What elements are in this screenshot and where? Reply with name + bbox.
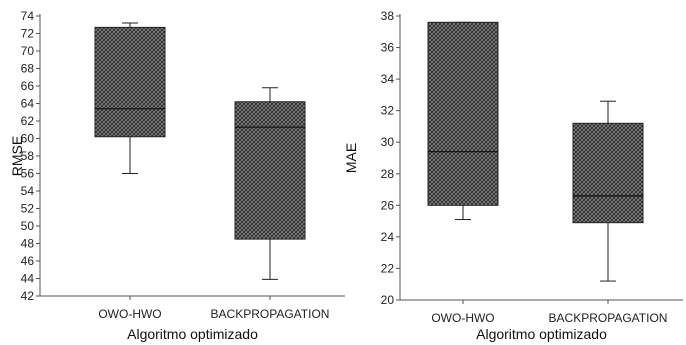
rmse-y-tick-label: 42 [21,289,35,303]
mae-y-tick-label: 24 [381,230,395,244]
rmse-y-tick-label: 46 [21,254,35,268]
rmse-category-label: BACKPROPAGATION [211,307,330,321]
rmse-y-tick-label: 50 [21,219,35,233]
mae-box [427,21,499,206]
rmse-box [234,101,306,240]
rmse-y-tick-label: 74 [21,9,35,23]
rmse-box [94,26,166,138]
mae-box [572,122,644,224]
mae-y-tick-label: 38 [381,9,395,23]
rmse-y-tick-label: 68 [21,62,35,76]
mae-x-axis-label: Algoritmo optimizado [476,326,607,342]
mae-y-tick-label: 34 [381,72,395,86]
mae-y-tick-label: 20 [381,293,395,307]
rmse-y-tick-label: 72 [21,27,35,41]
rmse-y-tick-label: 60 [21,132,35,146]
rmse-x-axis-label: Algoritmo optimizado [127,326,258,342]
rmse-y-tick-label: 52 [21,202,35,216]
mae-y-tick-label: 32 [381,104,395,118]
rmse-y-tick-label: 56 [21,167,35,181]
rmse-category-label: OWO-HWO [98,307,161,321]
mae-y-tick-label: 30 [381,135,395,149]
mae-y-axis-label: MAE [343,143,359,173]
rmse-y-tick-label: 62 [21,114,35,128]
rmse-y-tick-label: 54 [21,184,35,198]
rmse-y-tick-label: 66 [21,79,35,93]
rmse-y-tick-label: 70 [21,44,35,58]
rmse-y-tick-label: 48 [21,237,35,251]
mae-y-tick-label: 36 [381,41,395,55]
mae-y-tick-label: 22 [381,261,395,275]
mae-y-tick-label: 26 [381,198,395,212]
rmse-y-tick-label: 58 [21,149,35,163]
rmse-y-axis-label: RMSE [9,136,25,176]
mae-y-tick-label: 28 [381,167,395,181]
rmse-y-tick-label: 64 [21,97,35,111]
mae-category-label: BACKPROPAGATION [549,311,668,325]
rmse-y-tick-label: 44 [21,272,35,286]
mae-category-label: OWO-HWO [431,311,494,325]
